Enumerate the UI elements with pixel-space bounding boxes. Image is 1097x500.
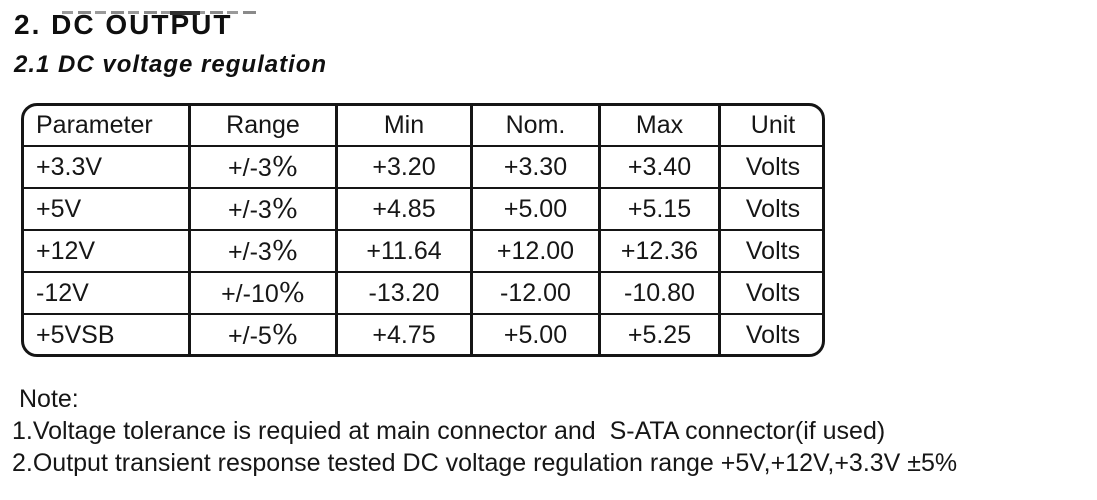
table-body: +3.3V +/-3% +3.20 +3.30 +3.40 Volts +5V +/-3% +4…	[24, 145, 822, 354]
table-cell: +4.85	[335, 187, 473, 231]
column-header-min: Min	[335, 106, 473, 147]
table-cell: +5.00	[470, 187, 601, 231]
notes-label: Note:	[19, 385, 79, 413]
column-header-range: Range	[188, 106, 338, 147]
table-cell: -12V	[24, 271, 191, 315]
table-header-row: Parameter Range Min Nom. Max Unit	[24, 106, 822, 147]
table-cell: +3.3V	[24, 145, 191, 189]
note-item: 1.Voltage tolerance is requied at main c…	[12, 417, 886, 445]
table-row: +12V +/-3% +11.64 +12.00 +12.36 Volts	[24, 229, 822, 273]
table-cell: -10.80	[598, 271, 721, 315]
table-cell: Volts	[718, 229, 822, 273]
percent-glyph: %	[271, 151, 298, 183]
table-cell: +5.15	[598, 187, 721, 231]
notes-section: Note: 1.Voltage tolerance is requied at …	[12, 383, 1097, 479]
table-cell: +12V	[24, 229, 191, 273]
section-subtitle: 2.1 DC voltage regulation	[14, 51, 328, 78]
column-header-parameter: Parameter	[24, 106, 191, 147]
table-cell: -13.20	[335, 271, 473, 315]
table-cell: +12.36	[598, 229, 721, 273]
table-cell: +4.75	[335, 313, 473, 354]
table-row: +5VSB +/-5% +4.75 +5.00 +5.25 Volts	[24, 313, 822, 354]
cropped-text-artifact	[62, 11, 260, 14]
column-header-max: Max	[598, 106, 721, 147]
table-cell: +/-3%	[188, 145, 338, 189]
table-cell: +11.64	[335, 229, 473, 273]
table-cell: Volts	[718, 145, 822, 189]
table-cell: Volts	[718, 313, 822, 354]
dc-voltage-table-grid: Parameter Range Min Nom. Max Unit +3.3V +/-3% +…	[24, 106, 822, 354]
cropped-text-artifact-dark	[170, 11, 200, 15]
table-row: +5V +/-3% +4.85 +5.00 +5.15 Volts	[24, 187, 822, 231]
percent-glyph: %	[271, 319, 298, 351]
column-header-unit: Unit	[718, 106, 822, 147]
percent-glyph: %	[271, 193, 298, 225]
table-cell: Volts	[718, 271, 822, 315]
notes-list: 1.Voltage tolerance is requied at main c…	[12, 415, 1097, 479]
table-cell: +5VSB	[24, 313, 191, 354]
table-cell: +3.40	[598, 145, 721, 189]
dc-voltage-table: Parameter Range Min Nom. Max Unit +3.3V +/-3% +…	[21, 103, 825, 357]
table-cell: +5V	[24, 187, 191, 231]
column-header-nom: Nom.	[470, 106, 601, 147]
table-cell: +/-10%	[188, 271, 338, 315]
table-row: -12V +/-10% -13.20 -12.00 -10.80 Volts	[24, 271, 822, 315]
percent-glyph: %	[271, 235, 298, 267]
table-cell: +/-3%	[188, 229, 338, 273]
table-cell: +/-3%	[188, 187, 338, 231]
table-cell: -12.00	[470, 271, 601, 315]
page-title: 2. DC OUTPUT	[14, 9, 233, 40]
table-cell: +/-5%	[188, 313, 338, 354]
table-cell: +3.30	[470, 145, 601, 189]
note-item: 2.Output transient response tested DC vo…	[12, 449, 958, 477]
percent-glyph: %	[278, 277, 305, 309]
table-cell: +3.20	[335, 145, 473, 189]
table-row: +3.3V +/-3% +3.20 +3.30 +3.40 Volts	[24, 145, 822, 189]
table-cell: +5.25	[598, 313, 721, 354]
table-cell: Volts	[718, 187, 822, 231]
table-cell: +12.00	[470, 229, 601, 273]
table-cell: +5.00	[470, 313, 601, 354]
